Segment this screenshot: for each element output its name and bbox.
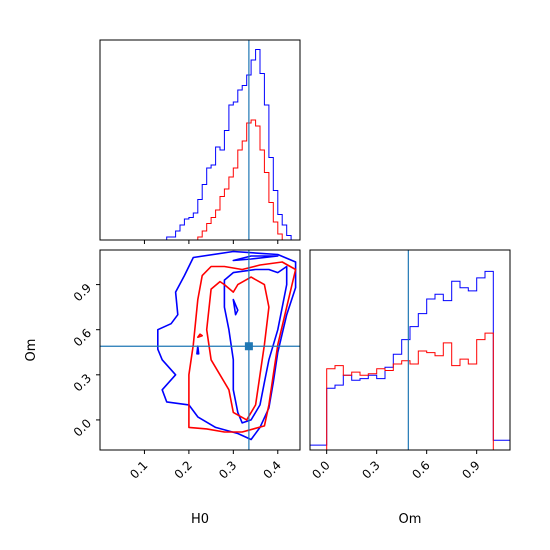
y-axis-label-om: Om: [24, 339, 39, 362]
contour-red-6: [205, 276, 270, 421]
contour-red-7: [197, 333, 203, 338]
contour-red-5: [188, 261, 297, 433]
contour-blue-2: [232, 255, 279, 262]
contour-truth-marker: [244, 342, 253, 351]
h0-histogram-blue-series: [100, 49, 300, 241]
om-histogram-panel: 0.0 0.3 0.6 0.9: [309, 249, 511, 482]
h0-histogram-frame: [99, 39, 301, 241]
contour-blue-0: [157, 250, 297, 441]
om-histogram-blue-series: [309, 270, 511, 450]
om-histogram-red-series: [310, 332, 510, 451]
om-histogram-frame: [309, 249, 511, 451]
contour-blue-1: [223, 265, 288, 424]
x-axis-label-om: Om: [399, 512, 422, 527]
h0-om-contour-panel: 0.1 0.2 0.3 0.40.00.30.60.9: [71, 249, 301, 482]
x-axis-label-h0: H0: [191, 512, 209, 527]
contour-blue-4: [196, 345, 200, 355]
contour-lines-group: [157, 250, 297, 441]
h0-histogram-panel: [99, 39, 301, 244]
contour-blue-3: [232, 298, 239, 316]
contour-frame: [99, 249, 301, 451]
